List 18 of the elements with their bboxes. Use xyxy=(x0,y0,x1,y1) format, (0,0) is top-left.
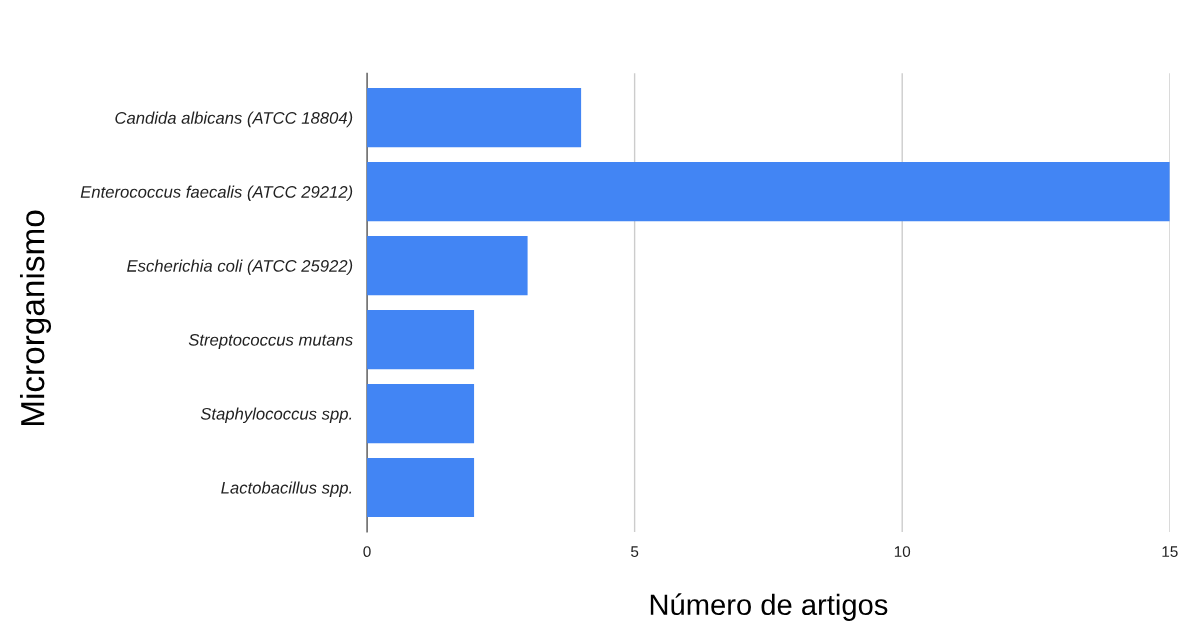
bar xyxy=(367,309,475,370)
y-tick-label: Lactobacillus spp. xyxy=(221,481,352,498)
y-tick-label: Staphylococcus spp. xyxy=(200,407,352,424)
y-tick-label: Enterococcus faecalis (ATCC 29212) xyxy=(80,185,353,202)
x-tick-label: 15 xyxy=(1162,546,1178,558)
y-tick-label: Escherichia coli (ATCC 25922) xyxy=(127,259,353,276)
x-tick-label: 5 xyxy=(630,546,639,558)
bar xyxy=(367,162,1170,222)
bar xyxy=(367,383,475,444)
bar xyxy=(367,88,582,148)
y-tick-label: Candida albicans (ATCC 18804) xyxy=(115,111,353,128)
x-tick-label: 10 xyxy=(894,546,911,558)
bar xyxy=(367,236,528,296)
y-axis-title: Microrganismo xyxy=(19,210,52,426)
x-axis-title: Número de artigos xyxy=(650,593,888,621)
y-tick-label: Streptococcus mutans xyxy=(188,333,353,350)
x-tick-label: 0 xyxy=(363,546,371,558)
bar xyxy=(367,457,475,518)
